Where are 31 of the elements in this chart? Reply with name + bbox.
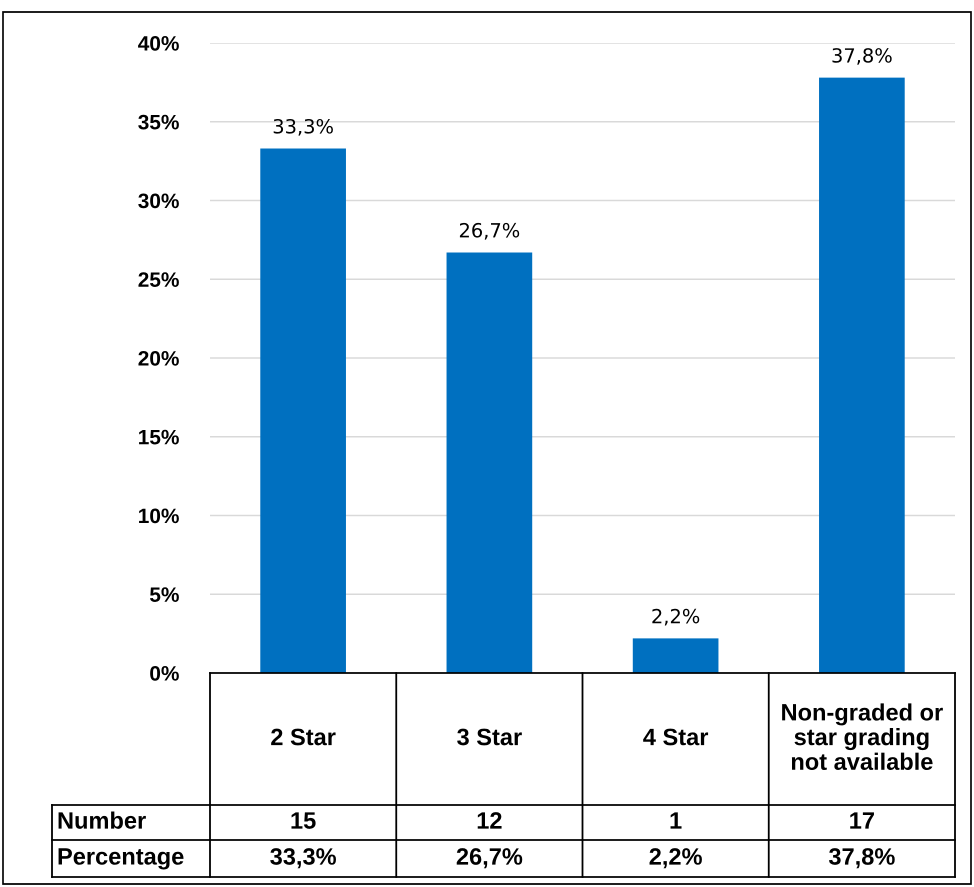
text: 17 [850,812,874,829]
text: 12 [478,812,502,829]
data-label: 26,7% [456,848,522,868]
bar [446,252,532,673]
x-tick-label: Non-graded or star grading not available [782,703,943,770]
text: Number [58,811,146,829]
y-tick-label: 5% [150,587,179,602]
data-label: 37,8% [828,848,895,868]
text: 37,8% [832,48,892,65]
y-tick-label: 10% [139,508,179,524]
x-tick-label: 4 Star [643,728,708,746]
bar [632,638,718,673]
data-label: 33,3% [270,848,336,868]
y-tick-label: 15% [139,430,179,445]
text: 1 [670,812,682,829]
y-tick-label: 0% [150,666,179,681]
bar [260,148,346,673]
x-tick-label: 2 Star [271,728,336,746]
text: 15 [291,812,316,829]
text: 2,2% [652,608,700,626]
text: 33,3% [274,118,333,136]
text: Percentage [58,848,184,870]
y-tick-label: 30% [138,194,179,208]
data-label: 2,2% [650,848,702,868]
bar [819,78,905,673]
y-tick-label: 20% [138,351,179,366]
y-tick-label: 25% [138,272,179,288]
x-tick-label: 3 Star [457,728,522,746]
text: 26,7% [460,222,520,240]
y-tick-label: 35% [138,114,179,130]
y-tick-label: 40% [138,36,179,51]
